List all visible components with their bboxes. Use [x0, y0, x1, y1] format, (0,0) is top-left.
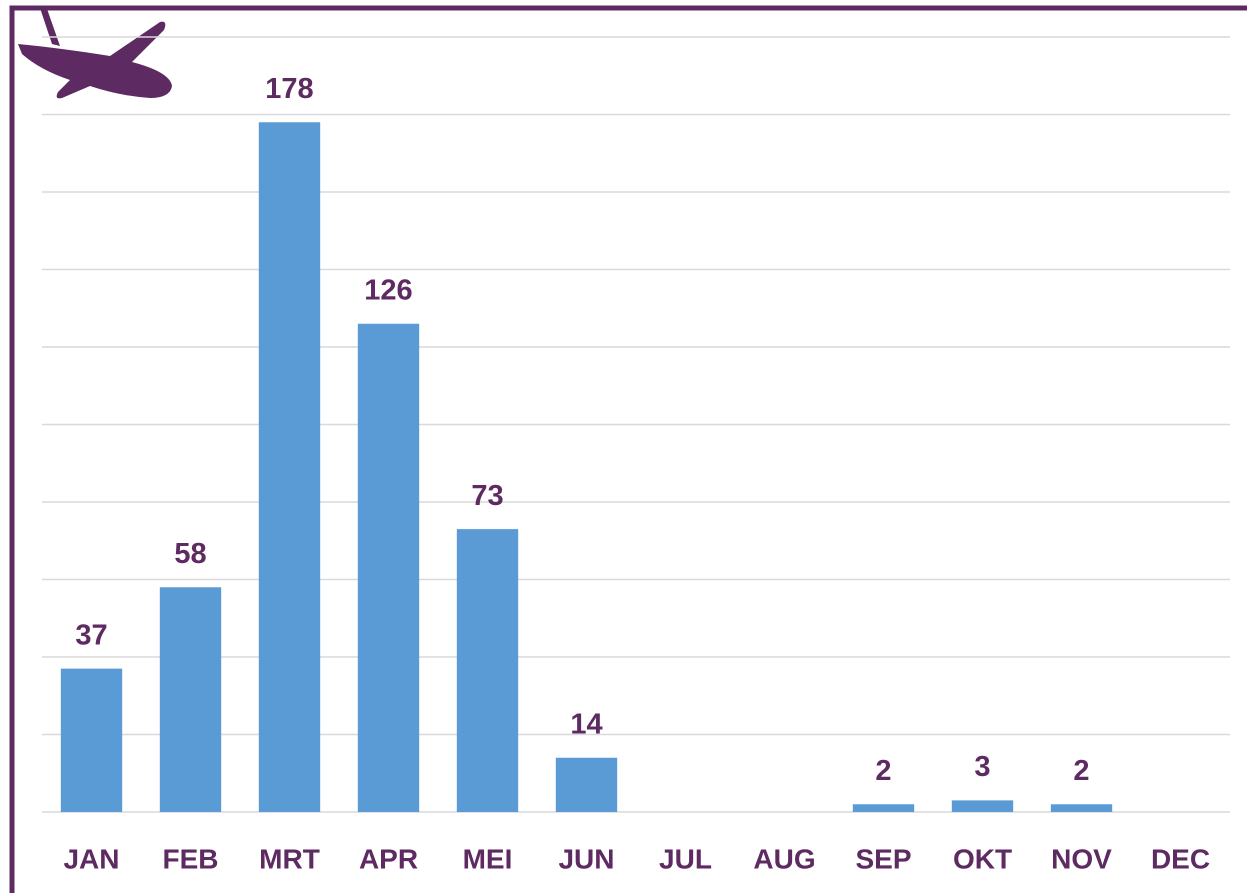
- bar: [456, 529, 519, 812]
- bar: [555, 757, 618, 812]
- x-tick-label: DEC: [1151, 843, 1210, 874]
- data-label: 126: [364, 274, 412, 306]
- bar: [852, 804, 915, 812]
- data-label: 73: [471, 480, 503, 512]
- x-tick-label: MEI: [463, 843, 513, 874]
- bar: [951, 800, 1014, 812]
- bar: [1050, 804, 1113, 812]
- data-label: 3: [974, 751, 990, 783]
- x-tick-label: NOV: [1051, 843, 1112, 874]
- x-tick-label: SEP: [855, 843, 911, 874]
- bar: [159, 587, 222, 812]
- x-tick-label: JUL: [659, 843, 712, 874]
- x-tick-label: FEB: [163, 843, 219, 874]
- x-tick-label: JAN: [63, 843, 119, 874]
- bar: [60, 668, 123, 812]
- x-tick-label: OKT: [953, 843, 1012, 874]
- data-label: 37: [75, 619, 107, 651]
- bar: [258, 122, 321, 812]
- x-tick-label: APR: [359, 843, 418, 874]
- data-label: 2: [1073, 755, 1089, 787]
- frame: [9, 5, 1247, 893]
- x-tick-label: AUG: [753, 843, 815, 874]
- data-label: 14: [570, 708, 602, 740]
- x-tick-label: JUN: [558, 843, 614, 874]
- airplane-icon: [18, 6, 172, 99]
- data-label: 178: [265, 73, 313, 105]
- data-label: 2: [875, 755, 891, 787]
- x-tick-label: MRT: [259, 843, 320, 874]
- data-label: 58: [174, 538, 206, 570]
- bar: [357, 323, 420, 812]
